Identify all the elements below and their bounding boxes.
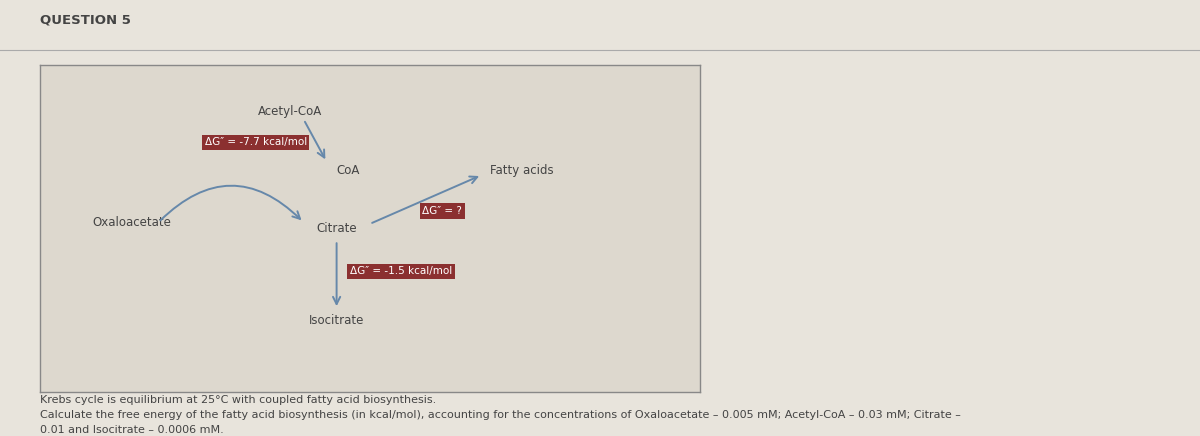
Text: QUESTION 5: QUESTION 5 <box>40 13 131 26</box>
Text: Krebs cycle is equilibrium at 25°C with coupled fatty acid biosynthesis.: Krebs cycle is equilibrium at 25°C with … <box>40 395 436 405</box>
Text: Oxaloacetate: Oxaloacetate <box>92 216 172 229</box>
Text: Isocitrate: Isocitrate <box>308 314 365 327</box>
Text: Acetyl-CoA: Acetyl-CoA <box>258 105 323 118</box>
Text: ΔG″ = -7.7 kcal/mol: ΔG″ = -7.7 kcal/mol <box>205 137 307 147</box>
Text: ΔG″ = -1.5 kcal/mol: ΔG″ = -1.5 kcal/mol <box>350 266 452 276</box>
Text: Citrate: Citrate <box>317 222 356 235</box>
Text: Calculate the free energy of the fatty acid biosynthesis (in kcal/mol), accounti: Calculate the free energy of the fatty a… <box>40 410 960 420</box>
Text: CoA: CoA <box>337 164 360 177</box>
Text: Fatty acids: Fatty acids <box>490 164 553 177</box>
Text: 0.01 and Isocitrate – 0.0006 mM.: 0.01 and Isocitrate – 0.0006 mM. <box>40 425 223 435</box>
Text: ΔG″ = ?: ΔG″ = ? <box>422 206 462 216</box>
